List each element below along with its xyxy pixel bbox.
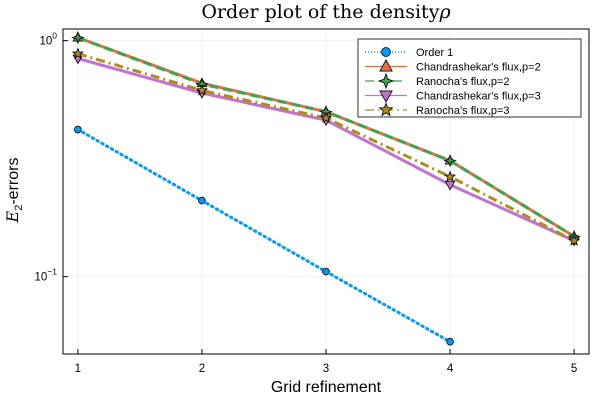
legend-marker [379,90,393,103]
data-point [443,153,457,168]
data-point [71,47,84,59]
chart-title: Order plot of the densityρ [201,1,451,23]
series-line [76,128,452,344]
legend-marker [381,47,391,57]
legend-label: Ranocha's flux,p=3 [416,105,510,117]
data-point [568,234,581,246]
legend-label: Ranocha's flux,p=2 [416,76,510,88]
x-tick-label: 1 [75,363,81,375]
data-point [74,125,82,134]
legend-marker [378,102,394,117]
y-tick-label: 100 [39,31,57,48]
data-point [71,30,85,45]
x-tick-label: 4 [447,363,454,375]
data-point [322,267,330,276]
y-axis-label: E2-errors [3,158,25,224]
data-point [444,180,456,191]
series-0 [74,125,454,346]
data-point [446,337,454,346]
x-tick-label: 5 [571,363,577,375]
data-point [198,196,206,205]
series-group [71,30,581,346]
x-tick-label: 3 [323,363,329,375]
series-4 [71,47,581,246]
data-point [319,111,333,124]
legend: Order 1 Chandrashekar's flux,p=2 Ranocha's… [357,38,582,118]
axis-ticks: 1 2 3 4 5 100 10−1 [35,31,578,375]
legend-marker [377,72,395,90]
x-tick-label: 2 [199,363,205,375]
y-tick-label: 10−1 [35,267,58,284]
data-point [444,170,457,182]
series-line [77,52,575,243]
legend-label: Chandrashekar's flux,p=3 [416,91,541,103]
data-point [195,84,208,96]
legend-marker [379,59,393,72]
x-axis-label: Grid refinement [271,379,382,396]
legend-label: Order 1 [416,47,453,59]
legend-label: Chandrashekar's flux,p=2 [416,62,541,74]
